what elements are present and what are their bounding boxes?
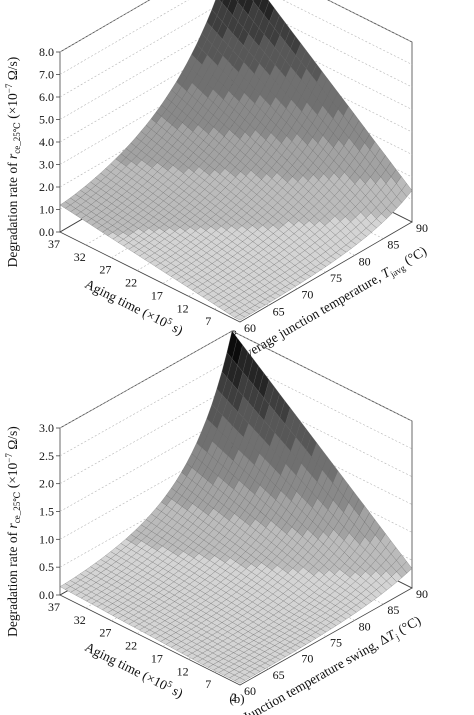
y-tick-label: 90 (416, 587, 428, 601)
y-tick-label: 65 (273, 304, 285, 318)
y-tick-label: 90 (416, 221, 428, 235)
x-tick-label: 12 (177, 301, 189, 315)
z-tick-label: 0.0 (39, 225, 54, 239)
x-tick-label: 22 (125, 639, 137, 653)
y-tick-label: 70 (301, 288, 313, 302)
z-tick-label: 1.0 (39, 532, 54, 546)
z-gridline (59, 0, 413, 98)
y-tick-label: 60 (244, 684, 256, 698)
y-tick-label: 80 (359, 619, 371, 633)
z-gridline (59, 0, 413, 53)
z-gridline (59, 19, 413, 120)
y-tick-label: 85 (387, 603, 399, 617)
panel-caption: (b) (229, 691, 244, 706)
surface-chart-a: 0.0 1.0 2.0 3.0 4.0 5.0 6.0 7.0 8.0 37 32 27 22 17 12 7… (4, 0, 429, 365)
z-tick-label: 2.0 (39, 180, 54, 194)
z-tick-label: 5.0 (39, 113, 54, 127)
z-gridline (59, 41, 413, 143)
y-tick-label: 75 (330, 271, 342, 285)
surface-cell (234, 314, 246, 321)
z-tick-label: 2.0 (39, 477, 54, 491)
x-tick-label: 12 (177, 664, 189, 678)
x-tick-label: 7 (205, 677, 211, 691)
surface-cell (234, 677, 246, 684)
z-tick-label: 7.0 (39, 68, 54, 82)
z-tick-label: 2.5 (39, 449, 54, 463)
x-tick-label: 37 (48, 600, 60, 614)
z-tick-label: 0.5 (39, 560, 54, 574)
z-gridline (59, 0, 413, 75)
x-tick-label: 27 (99, 626, 111, 640)
x-tick-label: 2 (231, 690, 237, 704)
x-tick-label: 7 (205, 314, 211, 328)
surface-mesh (59, 330, 413, 684)
x-tick-label: 22 (125, 276, 137, 290)
z-tick-label: 1.5 (39, 505, 54, 519)
x-tick-label: 32 (74, 250, 86, 264)
y-tick-label: 60 (244, 321, 256, 335)
z-tick-label: 8.0 (39, 45, 54, 59)
x-tick-label: 17 (151, 651, 163, 665)
z-tick-label: 3.0 (39, 421, 54, 435)
y-tick-label: 75 (330, 636, 342, 650)
z-axis-label: Degradation rate of rce_25℃ (×10−7 Ω/s) (4, 57, 22, 268)
surface-mesh (59, 0, 413, 321)
z-tick-label: 3.0 (39, 158, 54, 172)
y-tick-label: 65 (273, 668, 285, 682)
surface-chart-b: 0.0 0.5 1.0 1.5 2.0 2.5 3.0 37 32 27 22 17 12 7 2 60 65 7… (4, 330, 428, 715)
z-tick-label: 4.0 (39, 135, 54, 149)
z-tick-label: 0.0 (39, 588, 54, 602)
y-tick-label: 85 (387, 238, 399, 252)
x-tick-label: 17 (151, 288, 163, 302)
z-axis-label: Degradation rate of rce_25℃ (×10−7 Ω/s) (4, 426, 22, 637)
y-tick-label: 80 (359, 254, 371, 268)
z-tick-label: 1.0 (39, 203, 54, 217)
y-tick-label: 70 (301, 652, 313, 666)
x-tick-label: 32 (74, 613, 86, 627)
z-tick-label: 6.0 (39, 90, 54, 104)
x-tick-label: 37 (48, 237, 60, 251)
x-tick-label: 27 (99, 263, 111, 277)
